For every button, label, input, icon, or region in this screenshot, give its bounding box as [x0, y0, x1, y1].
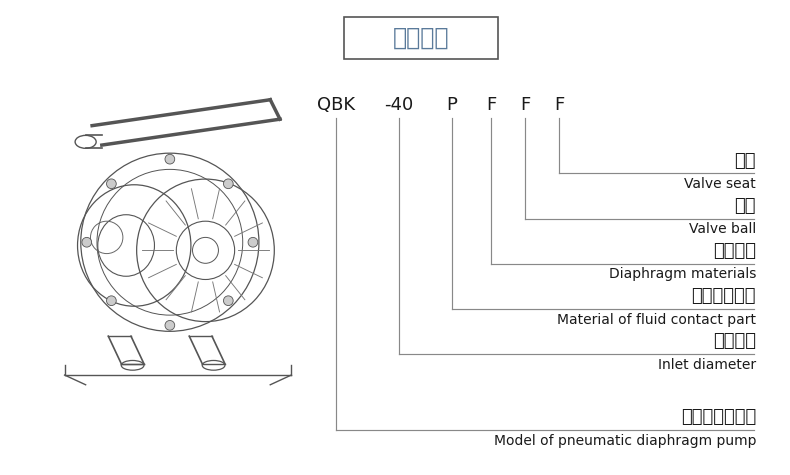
- Text: Valve ball: Valve ball: [689, 222, 756, 236]
- Text: F: F: [487, 96, 496, 114]
- Text: 进料口径: 进料口径: [713, 332, 756, 350]
- Text: QBK: QBK: [317, 96, 355, 114]
- Text: P: P: [446, 96, 457, 114]
- Text: F: F: [555, 96, 564, 114]
- Text: Inlet diameter: Inlet diameter: [658, 358, 756, 371]
- Circle shape: [107, 179, 116, 189]
- Text: Valve seat: Valve seat: [684, 177, 756, 191]
- Text: 阀座: 阀座: [735, 152, 756, 170]
- Text: 隔膜材质: 隔膜材质: [713, 242, 756, 260]
- Text: 气动隔膜泵型号: 气动隔膜泵型号: [681, 408, 756, 426]
- Circle shape: [165, 154, 175, 164]
- Text: F: F: [521, 96, 530, 114]
- Text: Model of pneumatic diaphragm pump: Model of pneumatic diaphragm pump: [494, 434, 756, 447]
- Circle shape: [82, 238, 92, 247]
- Text: Material of fluid contact part: Material of fluid contact part: [557, 313, 756, 326]
- Circle shape: [165, 321, 175, 330]
- Text: 型号说明: 型号说明: [393, 26, 449, 50]
- Text: 过流部件材质: 过流部件材质: [691, 287, 756, 305]
- Text: -40: -40: [384, 96, 414, 114]
- Bar: [344, 17, 498, 59]
- Text: Diaphragm materials: Diaphragm materials: [608, 267, 756, 281]
- Circle shape: [224, 179, 233, 189]
- Circle shape: [224, 296, 233, 305]
- Circle shape: [107, 296, 116, 305]
- Text: 阀球: 阀球: [735, 197, 756, 215]
- Circle shape: [248, 238, 258, 247]
